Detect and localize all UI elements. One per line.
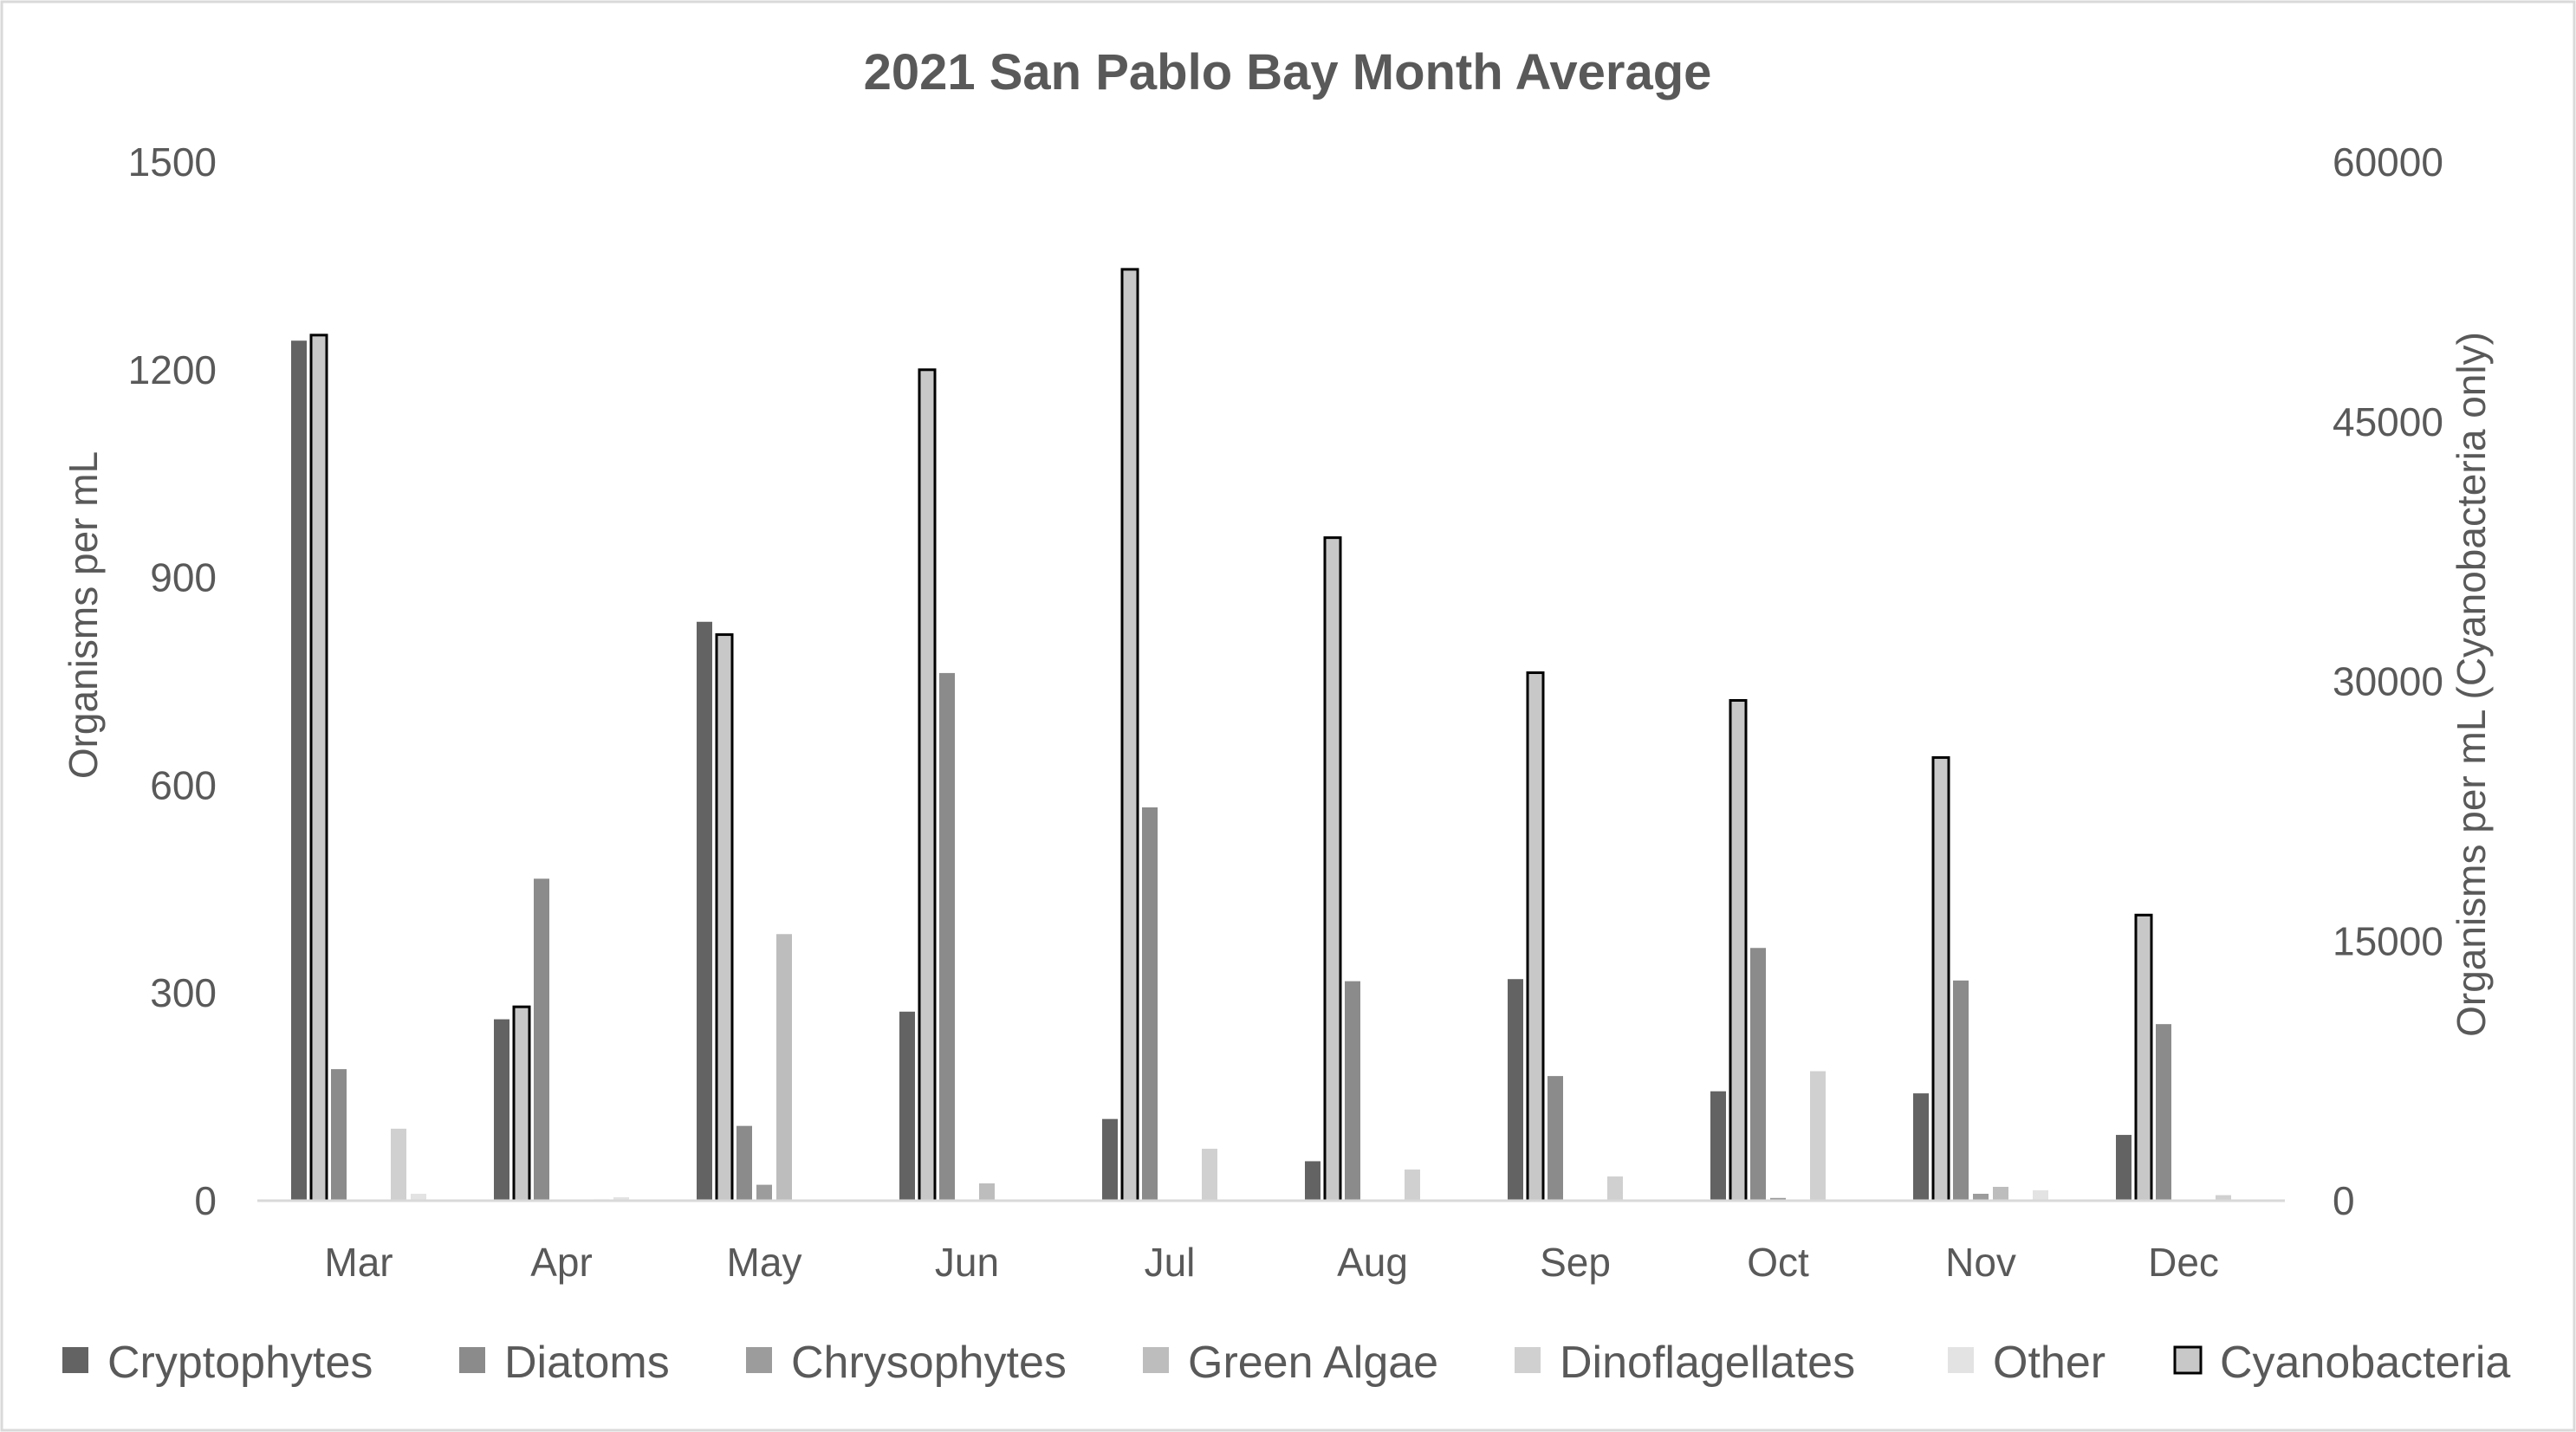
- legend-swatch-green-algae: [1143, 1347, 1169, 1373]
- y-tick-label: 300: [150, 970, 217, 1015]
- category-labels: Mar Apr May Jun Jul Aug Sep Oct Nov Dec: [324, 1240, 2219, 1285]
- bar-diatoms-jul: [1142, 807, 1158, 1201]
- y-tick-label: 600: [150, 762, 217, 807]
- bar-dinoflagellates-mar: [391, 1128, 406, 1201]
- x-tick-label: May: [727, 1240, 802, 1285]
- bar-green-algae-nov: [1993, 1187, 2008, 1201]
- right-axis-ticks: 0 15000 30000 45000 60000: [2333, 139, 2443, 1223]
- legend-label: Dinoflagellates: [1560, 1338, 1855, 1388]
- legend-label: Green Algae: [1188, 1338, 1438, 1388]
- bar-other-nov: [2033, 1190, 2048, 1201]
- bar-cyanobacteria-may: [715, 633, 734, 1202]
- y-tick-label: 0: [194, 1178, 217, 1223]
- legend-label: Cyanobacteria: [2220, 1338, 2510, 1388]
- y2-tick-label: 45000: [2333, 399, 2443, 444]
- legend-label: Cryptophytes: [107, 1338, 373, 1388]
- bar-cryptophytes-oct: [1710, 1091, 1726, 1201]
- x-tick-label: Mar: [324, 1240, 393, 1285]
- bar-cryptophytes-jun: [899, 1011, 915, 1201]
- y-axis-label: Organisms per mL: [61, 451, 106, 779]
- bar-cryptophytes-mar: [291, 340, 307, 1201]
- legend-label: Other: [1993, 1338, 2106, 1388]
- bar-diatoms-mar: [331, 1069, 347, 1201]
- bar-other-apr: [613, 1197, 629, 1201]
- bar-diatoms-aug: [1345, 981, 1360, 1201]
- bar-dinoflagellates-jul: [1202, 1149, 1217, 1201]
- bar-cyanobacteria-aug: [1323, 536, 1342, 1202]
- bar-cyanobacteria-jul: [1120, 268, 1139, 1202]
- bar-diatoms-apr: [534, 878, 549, 1201]
- left-axis-ticks: 0 300 600 900 1200 1500: [128, 139, 217, 1223]
- y2-axis-label: Organisms per mL (Cyanobacteria only): [2449, 332, 2494, 1037]
- bar-chrysophytes-may: [756, 1184, 772, 1201]
- bar-dinoflagellates-dec: [2216, 1195, 2231, 1201]
- bar-diatoms-dec: [2156, 1024, 2171, 1201]
- x-tick-label: Jul: [1145, 1240, 1196, 1285]
- legend-label: Diatoms: [504, 1338, 670, 1388]
- bar-cyanobacteria-apr: [512, 1005, 531, 1202]
- x-tick-label: Apr: [530, 1240, 593, 1285]
- bar-cryptophytes-apr: [494, 1019, 509, 1201]
- bar-diatoms-jun: [939, 672, 955, 1201]
- bar-chrysophytes-nov: [1973, 1194, 1989, 1201]
- chart-title: 2021 San Pablo Bay Month Average: [864, 44, 1712, 100]
- bar-cyanobacteria-dec: [2134, 913, 2153, 1202]
- legend-swatch-dinoflagellates: [1515, 1347, 1541, 1373]
- y-tick-label: 900: [150, 555, 217, 600]
- bar-cryptophytes-nov: [1913, 1093, 1929, 1201]
- legend-swatch-other: [1948, 1347, 1974, 1373]
- bar-diatoms-sep: [1548, 1076, 1563, 1201]
- bar-cyanobacteria-jun: [918, 368, 937, 1202]
- bar-cyanobacteria-mar: [309, 334, 328, 1202]
- y-tick-label: 1200: [128, 347, 217, 392]
- bar-cryptophytes-aug: [1305, 1161, 1320, 1201]
- legend-swatch-chrysophytes: [746, 1347, 772, 1373]
- x-tick-label: Dec: [2148, 1240, 2219, 1285]
- bar-chrysophytes-oct: [1770, 1197, 1786, 1201]
- y2-tick-label: 30000: [2333, 659, 2443, 704]
- y2-tick-label: 15000: [2333, 918, 2443, 963]
- bar-diatoms-nov: [1953, 980, 1969, 1201]
- x-tick-label: Jun: [935, 1240, 999, 1285]
- bar-diatoms-oct: [1750, 948, 1766, 1201]
- legend: Cryptophytes Diatoms Chrysophytes Green Alg…: [62, 1338, 2510, 1388]
- x-tick-label: Oct: [1747, 1240, 1809, 1285]
- bar-dinoflagellates-aug: [1405, 1170, 1420, 1201]
- legend-swatch-cryptophytes: [62, 1347, 88, 1373]
- x-tick-label: Aug: [1337, 1240, 1408, 1285]
- bar-cryptophytes-sep: [1508, 979, 1523, 1201]
- bar-dinoflagellates-sep: [1607, 1176, 1623, 1201]
- y2-tick-label: 60000: [2333, 139, 2443, 185]
- bar-cryptophytes-dec: [2116, 1135, 2132, 1201]
- bar-cryptophytes-jul: [1102, 1118, 1118, 1201]
- x-tick-label: Sep: [1540, 1240, 1611, 1285]
- bar-dinoflagellates-oct: [1810, 1071, 1826, 1201]
- x-tick-label: Nov: [1945, 1240, 2016, 1285]
- bar-cryptophytes-may: [697, 621, 712, 1201]
- legend-swatch-diatoms: [459, 1347, 485, 1373]
- bars-group: [291, 268, 2231, 1202]
- y-tick-label: 1500: [128, 139, 217, 185]
- bar-green-algae-jun: [979, 1183, 995, 1201]
- y2-tick-label: 0: [2333, 1178, 2355, 1223]
- bar-diatoms-may: [736, 1125, 752, 1201]
- bar-other-mar: [411, 1194, 426, 1201]
- legend-label: Chrysophytes: [791, 1338, 1067, 1388]
- bar-cyanobacteria-nov: [1931, 755, 1950, 1202]
- bar-green-algae-may: [776, 934, 792, 1201]
- bar-cyanobacteria-oct: [1729, 698, 1748, 1202]
- legend-swatch-cyanobacteria: [2173, 1345, 2203, 1375]
- bar-cyanobacteria-sep: [1526, 671, 1545, 1202]
